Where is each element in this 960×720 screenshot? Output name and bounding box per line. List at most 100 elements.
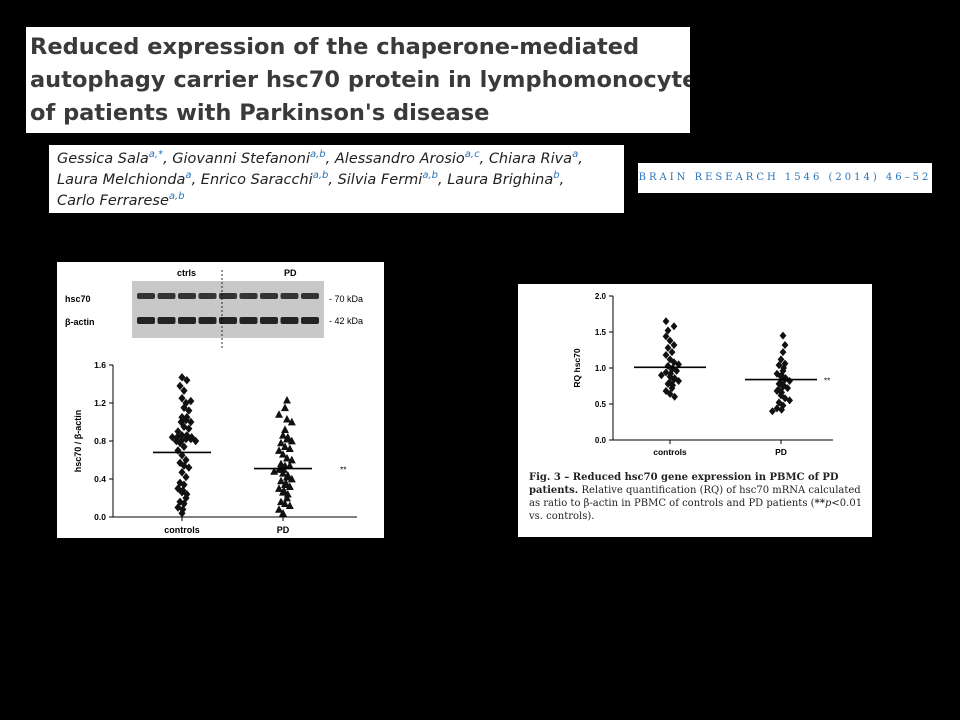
y-tick-label: 0.4 <box>94 474 106 484</box>
data-point <box>664 361 672 370</box>
data-point <box>174 427 182 436</box>
data-point <box>675 376 682 385</box>
data-point <box>781 394 789 403</box>
author-list: Gessica Salaa,*, Giovanni Stefanonia,b, … <box>57 149 622 212</box>
data-point <box>281 499 289 508</box>
journal-panel: BRAIN RESEARCH 1546 (2014) 46–52 <box>638 163 932 193</box>
author-name: Enrico Saracchi <box>200 172 313 188</box>
data-point <box>769 407 776 416</box>
blot-band-hsc70 <box>260 293 278 299</box>
data-point <box>283 414 291 423</box>
author-affiliation: a,* <box>148 149 164 161</box>
data-point <box>285 444 294 452</box>
y-tick-label: 0.0 <box>595 436 607 445</box>
y-tick-label: 0.5 <box>595 400 607 409</box>
data-point <box>670 375 678 384</box>
data-point <box>279 450 287 458</box>
data-point <box>668 348 676 357</box>
blot-group-label: ctrls <box>177 268 196 278</box>
y-tick-label: 1.0 <box>595 364 607 373</box>
data-point <box>781 359 789 368</box>
author-name: Gessica Sala <box>57 151 149 167</box>
data-point <box>287 474 296 483</box>
data-point <box>185 463 193 472</box>
author-affiliation: a,b <box>168 191 185 203</box>
data-point <box>664 326 672 335</box>
data-point <box>662 351 670 360</box>
data-point <box>777 355 785 364</box>
data-point <box>182 398 190 408</box>
author-name: Silvia Fermi <box>337 172 423 188</box>
figure-blot-and-protein-plot: ctrls PD hsc70 β-actin - 70 kDa - 42 kDa… <box>57 262 384 538</box>
right-figure-svg: 0.0 0.5 1.0 1.5 2.0 RQ hsc70 controls PD ** <box>572 292 833 457</box>
data-point <box>662 317 670 326</box>
data-point <box>778 405 785 414</box>
data-point <box>180 403 188 412</box>
blot-band-actin <box>137 317 155 324</box>
blot-band-actin <box>280 317 299 324</box>
blot-band-hsc70 <box>219 293 237 299</box>
title-line: autophagy carrier hsc70 protein in lymph… <box>30 67 690 93</box>
data-point <box>779 382 787 391</box>
data-point <box>281 442 289 451</box>
data-point <box>668 384 676 393</box>
author-separator: , <box>559 172 565 188</box>
caption-stars: ** <box>814 498 826 509</box>
author-affiliation: b <box>553 170 560 182</box>
data-point <box>281 403 289 412</box>
data-point <box>675 360 682 369</box>
data-point <box>182 455 190 465</box>
author-affiliation: a,b <box>312 170 329 182</box>
blot-band-actin <box>198 317 217 324</box>
data-point <box>786 396 793 405</box>
paper-title: Reduced expression of the chaperone-medi… <box>30 31 690 130</box>
data-point <box>178 394 186 403</box>
author-affiliation: a,c <box>464 149 480 161</box>
data-point <box>287 436 296 445</box>
data-point <box>283 472 291 481</box>
author-separator: , <box>437 172 448 188</box>
blot-band-hsc70 <box>301 293 319 299</box>
data-point <box>182 493 190 503</box>
y-tick-label: 2.0 <box>595 292 607 301</box>
blot-band-hsc70 <box>157 293 176 299</box>
data-point <box>773 387 781 396</box>
author-separator: , <box>163 151 173 167</box>
y-tick-label: 1.2 <box>94 398 106 408</box>
paper-title-panel: Reduced expression of the chaperone-medi… <box>26 27 690 133</box>
data-point <box>176 438 184 448</box>
caption-text: Relative quantification (RQ) of hsc70 mR… <box>529 485 861 509</box>
blot-membrane <box>132 281 324 338</box>
data-point <box>773 404 781 413</box>
author-name: Giovanni Stefanoni <box>172 151 310 167</box>
mrna-scatter-plot: 0.0 0.5 1.0 1.5 2.0 RQ hsc70 controls PD ** <box>572 292 833 457</box>
data-point <box>658 371 665 380</box>
data-point <box>668 365 676 374</box>
data-point <box>192 436 200 446</box>
author-affiliation: a,b <box>422 170 438 182</box>
data-point <box>178 451 186 460</box>
blot-band-hsc70 <box>198 293 217 299</box>
title-line: Reduced expression of the chaperone-medi… <box>30 34 640 60</box>
data-point <box>185 424 193 433</box>
author-name: Carlo Ferrarese <box>57 193 169 209</box>
data-point <box>174 446 182 455</box>
data-point <box>180 386 188 395</box>
data-point <box>275 505 283 513</box>
data-point <box>666 389 674 398</box>
data-point <box>279 509 287 517</box>
data-point <box>773 369 781 378</box>
author-separator: , <box>325 151 335 167</box>
data-point <box>275 410 283 418</box>
blot-band-hsc70 <box>137 293 155 299</box>
data-point <box>283 453 291 462</box>
blot-row-label: β-actin <box>65 317 95 327</box>
data-point <box>281 480 289 489</box>
data-point <box>174 503 182 512</box>
data-point <box>180 442 188 451</box>
data-point <box>285 501 294 509</box>
y-axis-label: hsc70 / β-actin <box>73 410 83 473</box>
significance-annotation: ** <box>340 465 347 475</box>
data-point <box>176 381 184 391</box>
data-point <box>775 398 783 407</box>
